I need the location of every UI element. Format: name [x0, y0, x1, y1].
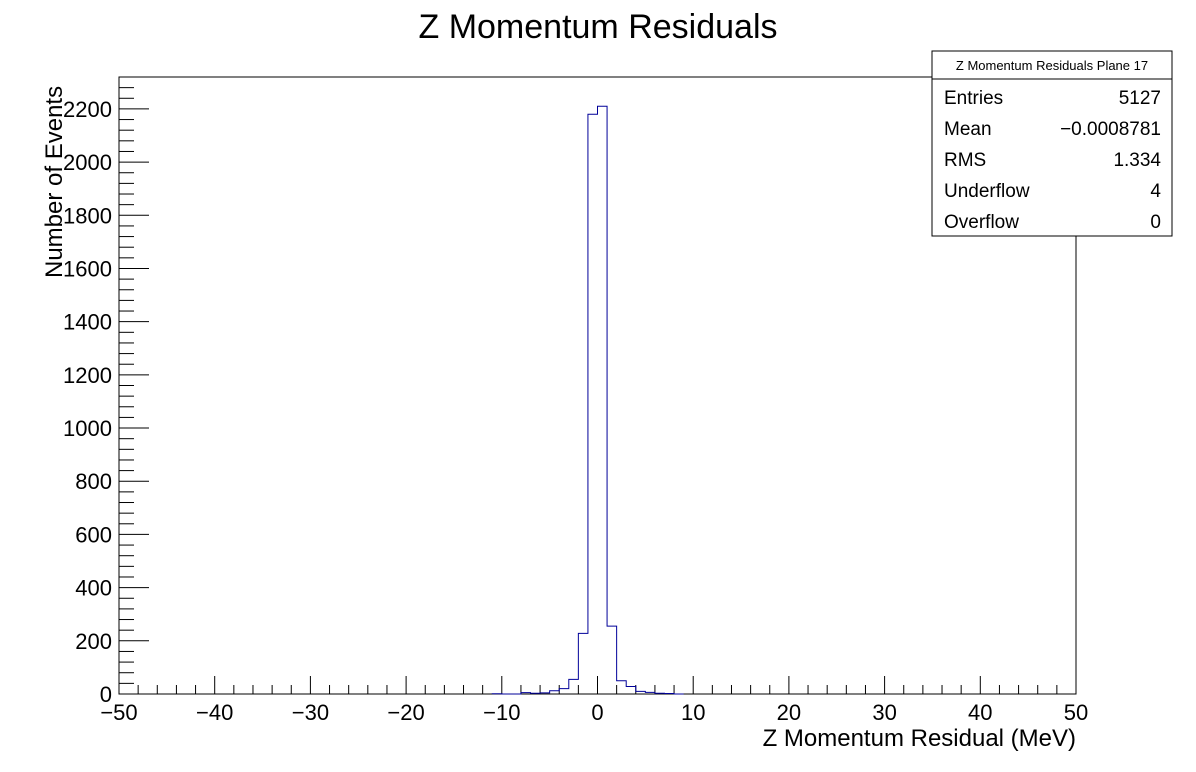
- y-tick-label: 1600: [63, 256, 112, 281]
- y-tick-label: 1400: [63, 310, 112, 335]
- histogram-bin: [607, 626, 617, 694]
- y-tick-label: 2000: [63, 150, 112, 175]
- x-tick-label: 30: [872, 700, 896, 725]
- stats-box-title: Z Momentum Residuals Plane 17: [956, 58, 1148, 73]
- histogram-bin: [540, 693, 550, 694]
- histogram-bin: [588, 114, 598, 694]
- y-tick-label: 800: [75, 469, 112, 494]
- x-tick-label: 20: [777, 700, 801, 725]
- stats-box-frame: [931, 50, 1173, 237]
- stats-row-label: Underflow: [944, 181, 1030, 202]
- stats-row-value: −0.0008781: [1060, 119, 1161, 140]
- y-axis-label: Number of Events: [41, 86, 68, 278]
- x-tick-label: −50: [100, 700, 137, 725]
- y-tick-label: 2200: [63, 97, 112, 122]
- x-tick-label: −40: [196, 700, 233, 725]
- histogram-bin: [655, 693, 665, 694]
- x-axis: −50 −40 −30 −20 −10 0 10 20 30 40 50: [100, 676, 1088, 725]
- y-tick-label: 200: [75, 629, 112, 654]
- histogram-bin: [664, 693, 674, 694]
- y-tick-label: 0: [100, 682, 112, 707]
- histogram-bin: [521, 693, 531, 694]
- stats-box: Z Momentum Residuals Plane 17 Entries 512…: [931, 50, 1173, 237]
- y-tick-label: 400: [75, 576, 112, 601]
- x-tick-label: 50: [1064, 700, 1088, 725]
- histogram-bin: [645, 692, 655, 694]
- stats-row-value: 1.334: [1113, 150, 1161, 171]
- stats-row-label: RMS: [944, 150, 986, 171]
- x-tick-label: 0: [591, 700, 603, 725]
- x-tick-label: −30: [292, 700, 329, 725]
- y-tick-label: 1800: [63, 203, 112, 228]
- y-axis: 0 200 400 600 800 1000 1200 1400 1600 1800 2000 220…: [63, 76, 149, 707]
- histogram-bin: [550, 691, 560, 694]
- stats-row-value: 4: [1150, 181, 1161, 202]
- x-tick-label: 40: [968, 700, 992, 725]
- stats-row-value: 5127: [1119, 88, 1161, 109]
- x-axis-label: Z Momentum Residual (MeV): [763, 725, 1076, 752]
- y-tick-label: 600: [75, 522, 112, 547]
- stats-row-value: 0: [1150, 212, 1161, 233]
- chart-title: Z Momentum Residuals: [418, 8, 777, 46]
- x-tick-label: 10: [681, 700, 705, 725]
- histogram-bin: [617, 681, 627, 694]
- y-tick-label: 1000: [63, 416, 112, 441]
- stats-row-label: Entries: [944, 88, 1003, 109]
- stats-rows: Entries 5127 Mean −0.0008781 RMS 1.334 Underfl…: [944, 88, 1161, 233]
- histogram-bin: [531, 693, 541, 694]
- histogram-bin: [636, 691, 646, 694]
- y-tick-label: 1200: [63, 363, 112, 388]
- x-tick-label: −10: [483, 700, 520, 725]
- histogram-bin: [578, 633, 588, 694]
- stats-row-label: Mean: [944, 119, 992, 140]
- histogram-bin: [559, 689, 569, 694]
- histogram-bin: [598, 106, 608, 694]
- stats-row-label: Overflow: [944, 212, 1019, 233]
- histogram-series: [491, 105, 684, 695]
- histogram-bin: [626, 687, 636, 694]
- histogram-bin: [569, 679, 579, 694]
- x-tick-label: −20: [387, 700, 424, 725]
- histogram-outline: [491, 105, 684, 695]
